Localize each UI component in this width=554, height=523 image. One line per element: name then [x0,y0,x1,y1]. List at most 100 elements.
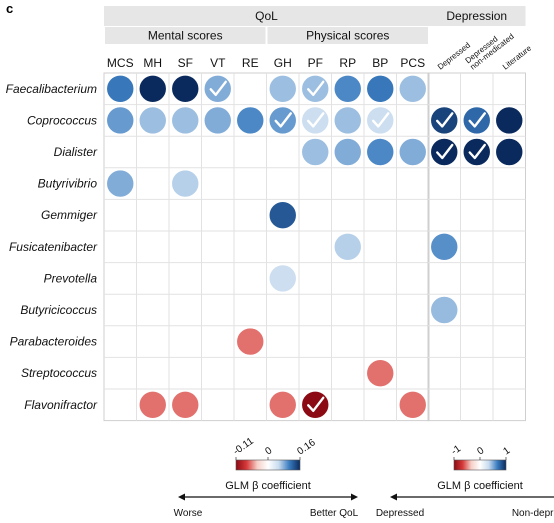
legend-tick-label: 1 [501,445,512,457]
row-label-fusicatenibacter: Fusicatenibacter [9,240,98,254]
cell-circle [430,296,459,324]
column-label-pf: PF [308,56,323,70]
header-bar [428,6,526,26]
header-qol: QoL [104,6,429,26]
cell-butyricicoccus-depressed [430,296,459,324]
header-bar [105,27,266,44]
cell-circle [268,75,297,103]
legend-tick-label: 0 [263,445,274,457]
cell-circle [268,106,297,135]
cell-circle [106,169,135,198]
cell-circle [138,106,167,135]
check-icon [209,80,227,96]
cell-faecalibacterium-pf [301,75,330,103]
cell-circle [236,327,265,356]
cell-butyrivibrio-sf [171,169,200,198]
column-label-pcs: PCS [400,56,425,70]
row-label-prevotella: Prevotella [44,271,98,285]
legend-right-label: Non-depressed [512,508,554,519]
cell-coprococcus-bp [366,106,395,135]
legend-depression: -1 0 1 GLM β coefficient Depressed Non-depres… [376,443,554,519]
cell-circle [203,75,232,103]
cell-circle [203,106,232,135]
row-label-flavonifractor: Flavonifractor [24,398,98,412]
cell-circle [366,359,395,388]
row-label-butyrivibrio: Butyrivibrio [38,177,98,191]
arrow-right-icon [351,493,358,501]
check-icon [436,143,454,160]
cell-circle [333,75,362,103]
cell-circle [430,106,459,135]
cell-circle [171,75,200,103]
column-label-literature: Literature [501,43,534,71]
column-label-sf: SF [178,56,193,70]
row-label-butyricicoccus: Butyricicoccus [20,303,97,317]
cell-circle [301,390,330,419]
cell-fusicatenibacter-rp [333,233,362,261]
header-mental-scores: Mental scores [105,27,266,44]
cell-circle [398,390,427,419]
cell-dialister-rp [333,138,362,166]
header-label: Depression [446,9,507,23]
heatmap-grid [103,72,526,422]
cell-circle [301,138,330,166]
header-depression: Depression [428,6,526,26]
row-labels: Faecalibacterium Coprococcus Dialister Buty… [6,82,98,412]
cell-circle [366,138,395,166]
row-label-faecalibacterium: Faecalibacterium [6,82,97,96]
column-label-vt: VT [210,56,226,70]
cell-flavonifractor-mh [138,390,167,419]
row-label-coprococcus: Coprococcus [27,113,97,127]
cell-dialister-pf [301,138,330,166]
cell-coprococcus-depressed-non-medicated [462,106,491,135]
column-label-bp: BP [372,56,388,70]
cell-circle [236,106,265,135]
column-label-mh: MH [143,56,162,70]
cell-faecalibacterium-mcs [106,75,135,103]
cell-streptococcus-bp [366,359,395,388]
cell-faecalibacterium-vt [203,75,232,103]
cell-flavonifractor-pcs [398,390,427,419]
cell-faecalibacterium-bp [366,75,395,103]
cell-coprococcus-mh [138,106,167,135]
column-label-gh: GH [274,56,292,70]
arrow-left-icon [390,493,397,501]
column-label-re: RE [242,56,259,70]
cell-flavonifractor-pf [301,390,330,419]
legend-qol: -0.11 0 0.16 GLM β coefficient Worse Better Q… [174,436,359,519]
cell-coprococcus-gh [268,106,297,135]
cell-coprococcus-vt [203,106,232,135]
cell-butyrivibrio-mcs [106,169,135,198]
cell-dialister-literature [495,138,524,166]
row-label-streptococcus: Streptococcus [21,366,97,380]
cell-coprococcus-pf [301,106,330,135]
cell-flavonifractor-sf [171,390,200,419]
cell-dialister-depressed-non-medicated [462,138,491,166]
legend-tick-label: -1 [449,443,463,457]
cell-circle [333,106,362,135]
column-group-headers: QoL Mental scores Physical scores Depressio… [104,6,526,44]
check-icon [307,396,325,412]
cell-circle [171,106,200,135]
cell-faecalibacterium-mh [138,75,167,103]
check-icon [436,112,454,128]
check-icon [274,112,292,128]
check-icon [468,143,486,160]
cell-faecalibacterium-pcs [398,75,427,103]
header-label: Mental scores [148,29,223,43]
cell-circle [462,138,491,166]
colour-legends: -0.11 0 0.16 GLM β coefficient Worse Better Q… [174,436,554,519]
cell-dialister-pcs [398,138,427,166]
colour-bar [453,459,507,471]
cell-circle [268,390,297,419]
cell-circle [462,106,491,135]
cell-coprococcus-rp [333,106,362,135]
heatmap-cells [106,75,524,419]
legend-title: GLM β coefficient [225,480,311,492]
header-physical-scores: Physical scores [267,27,428,44]
cell-circle [366,75,395,103]
cell-coprococcus-mcs [106,106,135,135]
cell-circle [333,233,362,261]
panel-letter: c [6,1,13,16]
